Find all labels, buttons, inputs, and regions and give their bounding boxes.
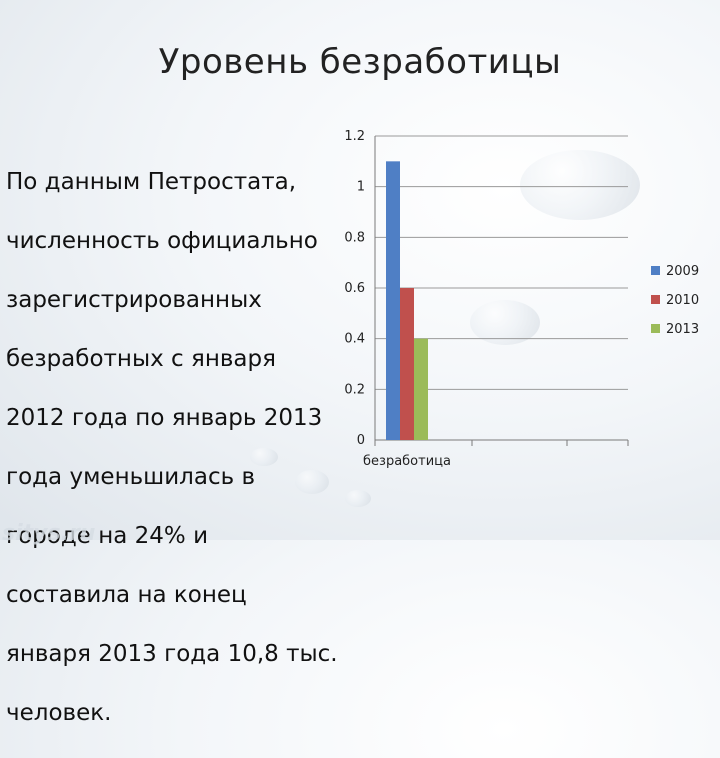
legend-swatch-2009 [651, 266, 660, 275]
body-text-line: составила на конец [6, 581, 247, 608]
bar-2010 [400, 288, 414, 440]
water-drop-decoration [470, 300, 540, 345]
legend-swatch-2013 [651, 324, 660, 333]
body-text-line: зарегистрированных [6, 286, 262, 313]
y-tick-label: 0.8 [344, 230, 365, 245]
water-drop-decoration [250, 448, 278, 466]
body-text-line: года уменьшилась в [6, 463, 256, 490]
body-text-line: численность официально [6, 227, 318, 254]
body-text-line: января 2013 года 10,8 тыс. [6, 640, 338, 667]
legend-label: 2009 [666, 264, 699, 279]
bar-2013 [414, 338, 428, 440]
legend-label: 2013 [666, 322, 699, 337]
legend-label: 2010 [666, 293, 699, 308]
water-drop-decoration [345, 490, 371, 507]
y-tick-label: 0.2 [344, 382, 365, 397]
unemployment-bar-chart: 0 0.2 0.4 0.6 0.8 1 1.2 безработица 2009 2010 2013 [344, 129, 699, 469]
y-tick-label: 0.4 [344, 332, 365, 347]
y-tick-label: 1 [357, 180, 365, 195]
body-text-line: безработных с января [6, 345, 276, 372]
body-text-line: По данным Петростата, [6, 168, 297, 195]
body-text-line: человек. [6, 699, 112, 726]
legend-swatch-2010 [651, 295, 660, 304]
body-text-line: 2012 года по январь 2013 [6, 404, 323, 431]
bar-2009 [386, 161, 400, 441]
y-tick-label: 1.2 [344, 129, 365, 144]
y-tick-label: 0.6 [344, 281, 365, 296]
x-category-label: безработица [363, 454, 451, 469]
y-tick-label: 0 [357, 433, 365, 448]
watermark-text: sitys.ru [2, 521, 96, 546]
slide-title: Уровень безработицы [158, 42, 562, 82]
water-drop-decoration [295, 470, 329, 494]
water-drop-decoration [520, 150, 640, 220]
